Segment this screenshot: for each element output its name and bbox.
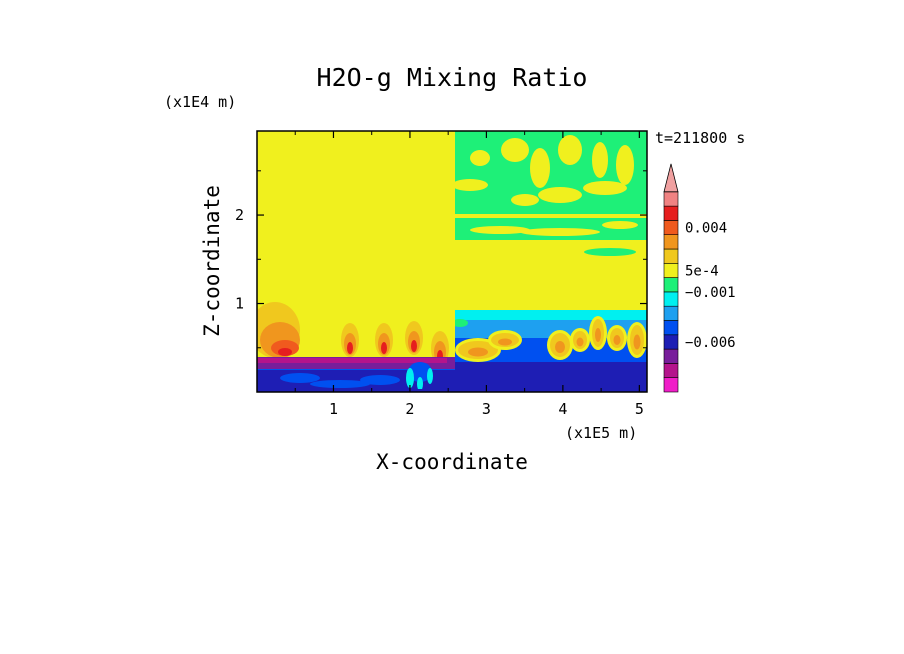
lower-left-cyan-speck [417, 377, 423, 391]
plume-core [633, 334, 641, 350]
upper-right-yellow-streak [511, 194, 539, 206]
plot-frame [256, 130, 648, 393]
left-plume-red [381, 342, 387, 354]
contour-field [257, 131, 647, 392]
x-axis: 1 2 3 4 5 [294, 131, 644, 418]
plume-core [613, 335, 621, 345]
x-tick-label: 1 [329, 400, 338, 418]
y-tick-label: 1 [235, 295, 244, 313]
colorbar-label: 0.004 [685, 221, 727, 237]
upper-right-yellow-streak [530, 148, 550, 188]
colorbar-segment [663, 377, 679, 393]
x-tick-label: 5 [635, 400, 644, 418]
left-plume-red [411, 340, 417, 352]
bottom-strip [257, 389, 647, 392]
lower-left-blue-patch [310, 380, 370, 388]
plume-core [595, 328, 601, 342]
colorbar-segment [663, 291, 679, 307]
upper-right-yellow-streak [501, 138, 529, 162]
x-tick-label: 4 [558, 400, 567, 418]
colorbar-segment [663, 262, 679, 278]
colorbar-segment [663, 277, 679, 293]
chart-title: H2O-g Mixing Ratio [317, 63, 588, 92]
colorbar-segment [663, 363, 679, 378]
upper-right-yellow-streak [583, 181, 627, 195]
plume-core [555, 341, 565, 353]
colorbar-segment [663, 320, 679, 336]
colorbar-segment [663, 205, 679, 221]
colorbar-arrow [663, 163, 679, 193]
lower-left-cyan-speck [427, 368, 433, 384]
y-axis: 12 [235, 170, 647, 349]
lower-left-blue-patch [280, 373, 320, 383]
left-plume-red [347, 342, 353, 354]
colorbar-segment [663, 334, 679, 350]
lower-left-magenta [257, 358, 447, 363]
mid-right-green-patch [584, 248, 636, 256]
upper-right-yellow-streak [558, 135, 582, 165]
upper-right-yellow-streak [452, 179, 488, 191]
y-unit-label: (x1E4 m) [164, 93, 236, 111]
colorbar-segment [663, 234, 679, 250]
time-label: t=211800 s [655, 129, 745, 147]
left-plume-red [278, 348, 292, 356]
colorbar: 0.004 5e-4 −0.001 −0.006 [663, 163, 736, 393]
upper-right-yellow-streak [470, 150, 490, 166]
lower-left-cyan-speck [406, 368, 414, 388]
y-tick-label: 2 [235, 206, 244, 224]
upper-right-yellow-band [455, 214, 647, 218]
colorbar-label: 5e-4 [685, 263, 719, 279]
plume-core [576, 337, 584, 347]
plume-core [498, 338, 512, 346]
lower-left-blue-patch [408, 362, 432, 382]
upper-right-yellow-streak [602, 221, 638, 229]
colorbar-segment [663, 305, 679, 321]
colorbar-segment [663, 191, 679, 207]
x-tick-label: 2 [405, 400, 414, 418]
plume-core [468, 347, 488, 357]
colorbar-segment [663, 220, 679, 235]
upper-right-yellow-streak [520, 228, 600, 236]
upper-right-yellow-streak [538, 187, 582, 203]
x-unit-label: (x1E5 m) [565, 424, 637, 442]
upper-right-yellow-streak [470, 226, 530, 234]
lower-right-navy [455, 362, 647, 392]
x-tick-label: 3 [482, 400, 491, 418]
x-axis-label: X-coordinate [376, 450, 528, 474]
upper-right-yellow-streak [592, 142, 608, 178]
upper-right-yellow-streak [616, 145, 634, 185]
colorbar-segment [663, 248, 679, 264]
colorbar-label: −0.006 [685, 335, 736, 351]
y-axis-label: Z-coordinate [200, 185, 224, 337]
lower-left-blue-patch [360, 375, 400, 385]
colorbar-segment [663, 348, 679, 364]
right-green-patch [452, 319, 468, 327]
colorbar-label: −0.001 [685, 285, 736, 301]
